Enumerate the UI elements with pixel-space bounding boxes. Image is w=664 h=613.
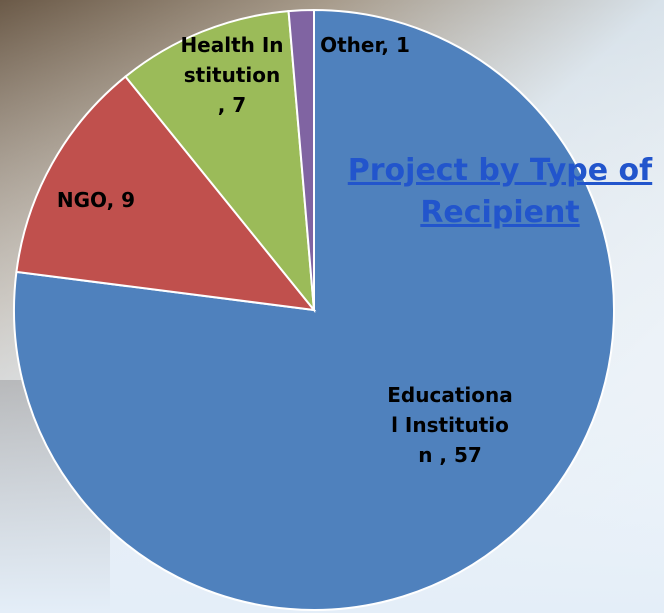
data-label: Health Institution , 7 [180,33,284,117]
pie-slice [287,8,315,311]
data-label: Other, 1 [320,33,410,57]
data-label-box: Health Institution , 7 [180,33,284,117]
data-label-box: NGO, 9 [56,188,136,212]
title-box: Project by Type of Recipient [347,153,653,230]
data-label-box: Other, 1 [320,33,410,57]
data-label: Educational Institution , 57 [387,383,513,467]
data-label: NGO, 9 [56,188,136,212]
pie-slice [15,75,317,312]
chart-title: Project by Type of Recipient [347,153,653,230]
data-label-box: Educational Institution , 57 [387,383,513,467]
pie-slice [124,9,316,314]
